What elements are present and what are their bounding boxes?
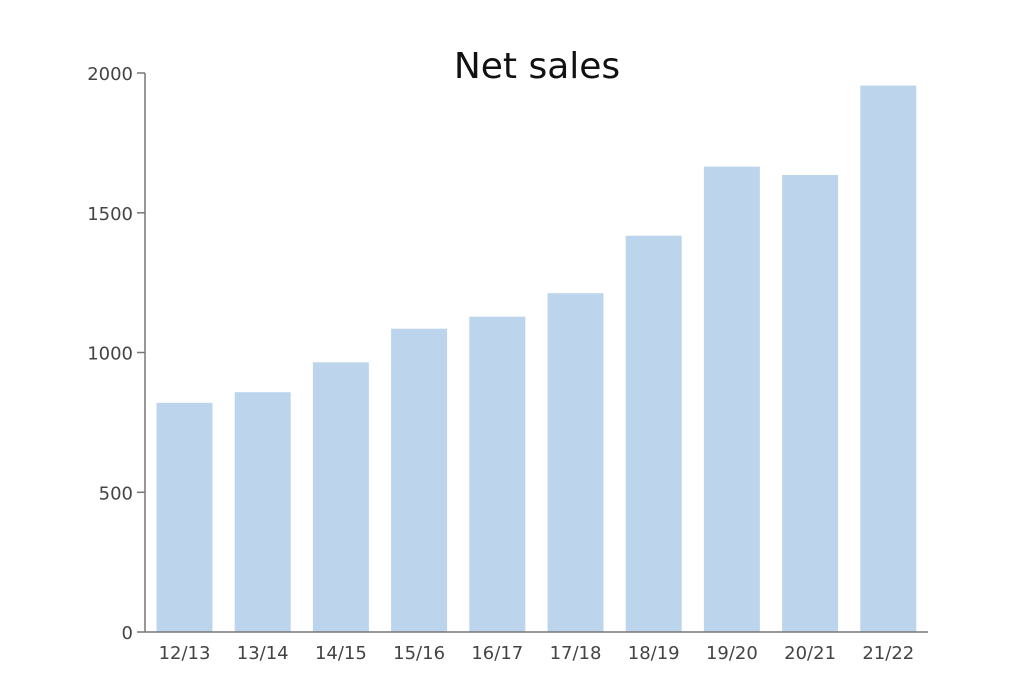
chart-title: Net sales [454, 46, 620, 87]
bar-17-18 [547, 293, 604, 632]
bar-14-15 [312, 362, 369, 632]
x-tick-label: 13/14 [237, 643, 289, 664]
x-axis: 12/13 13/14 14/15 15/16 16/17 17/18 18/19 19/20… [145, 631, 928, 664]
x-tick-label: 19/20 [706, 643, 758, 664]
bar-13-14 [234, 392, 291, 632]
x-tick-label: 15/16 [393, 643, 445, 664]
bar-16-17 [469, 316, 526, 632]
y-tick-label: 1000 [87, 344, 133, 365]
bar-19-20 [703, 166, 760, 632]
bars-group [156, 85, 917, 633]
y-axis: 0 500 1000 1500 2000 [87, 64, 146, 644]
x-tick-label: 20/21 [784, 643, 836, 664]
y-tick-label: 2000 [87, 64, 133, 85]
bar-15-16 [391, 328, 448, 632]
x-tick-label: 21/22 [862, 643, 914, 664]
x-tick-label: 12/13 [159, 643, 211, 664]
y-tick-label: 1500 [87, 204, 133, 225]
x-tick-label: 17/18 [550, 643, 602, 664]
bar-20-21 [782, 175, 839, 632]
bar-18-19 [625, 235, 682, 632]
bar-12-13 [156, 402, 213, 632]
x-tick-label: 16/17 [471, 643, 523, 664]
x-tick-label: 18/19 [628, 643, 680, 664]
y-tick-label: 500 [99, 483, 133, 504]
x-tick-label: 14/15 [315, 643, 367, 664]
y-tick-label: 0 [122, 623, 133, 644]
bar-21-22 [860, 85, 917, 633]
